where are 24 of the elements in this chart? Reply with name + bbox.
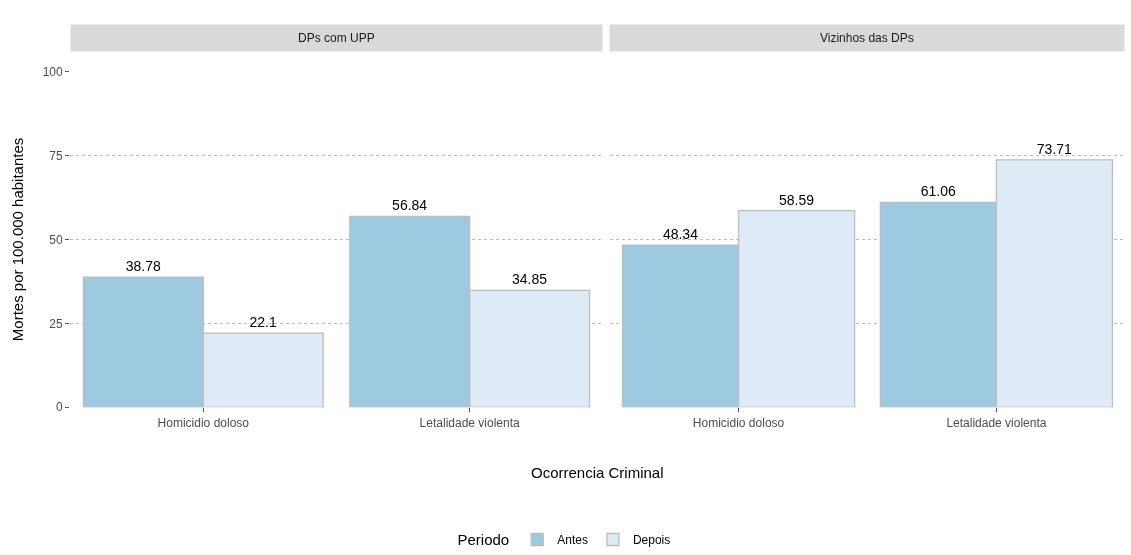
legend-label: Depois xyxy=(632,533,671,548)
legend-title: Periodo xyxy=(457,530,510,548)
x-tick-label: Homicidio doloso xyxy=(692,415,785,430)
y-tick-label: 100 xyxy=(42,64,64,79)
legend-label: Antes xyxy=(557,533,588,548)
data-label: 38.78 xyxy=(125,258,161,275)
data-label: 34.85 xyxy=(511,271,548,288)
data-label: 73.71 xyxy=(1036,140,1073,157)
y-tick-label: 25 xyxy=(49,316,64,331)
x-axis-title: Ocorrencia Criminal xyxy=(531,464,664,481)
x-tick-label: Homicidio doloso xyxy=(157,415,250,430)
data-label: 61.06 xyxy=(920,183,957,200)
data-label: 58.59 xyxy=(778,191,815,208)
y-tick-label: 50 xyxy=(49,232,64,247)
data-label: 56.84 xyxy=(392,197,428,214)
y-tick-label: 75 xyxy=(49,148,64,163)
x-tick-label: Letalidade violenta xyxy=(946,415,1047,430)
chart-title: DPs com UPP xyxy=(298,31,375,45)
y-tick-label: 0 xyxy=(56,400,64,415)
y-axis-title: Mortes por 100.000 habitantes xyxy=(8,137,26,342)
x-tick-label: Letalidade violenta xyxy=(419,415,521,430)
data-label: 48.34 xyxy=(662,226,699,243)
chart-title: Vizinhos das DPs xyxy=(819,31,914,45)
data-label: 22.1 xyxy=(249,314,277,331)
